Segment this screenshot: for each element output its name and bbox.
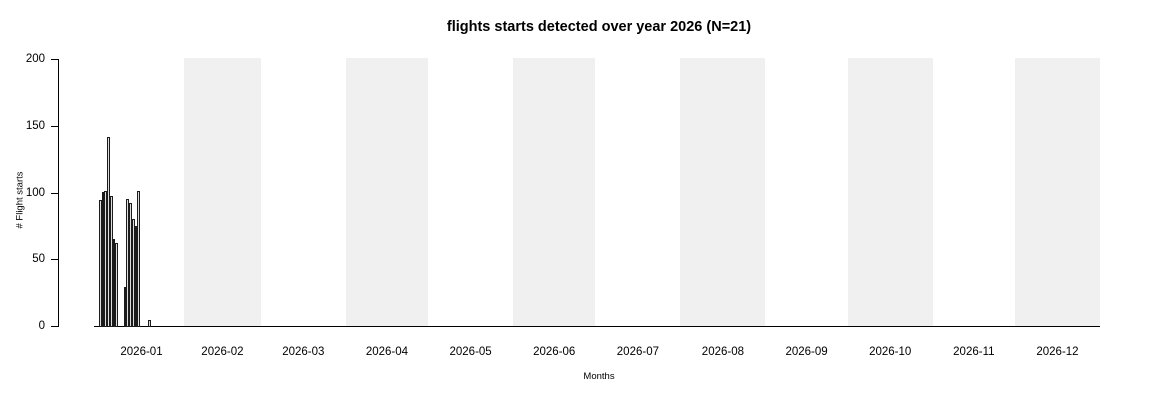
x-tick-label: 2026-11 xyxy=(953,346,995,358)
y-tick-label: 150 xyxy=(25,119,45,132)
y-tick-mark xyxy=(51,192,58,194)
histogram-bar xyxy=(109,196,113,327)
histogram-bar xyxy=(131,218,135,327)
month-band xyxy=(184,58,261,326)
x-tick-label: 2026-04 xyxy=(365,346,409,358)
y-tick-label: 100 xyxy=(25,186,45,199)
x-axis-line xyxy=(94,326,1100,327)
histogram-bar xyxy=(104,190,108,327)
y-tick-label: 0 xyxy=(38,320,45,332)
histogram-bar xyxy=(137,190,141,327)
y-tick-mark xyxy=(51,125,58,127)
month-band xyxy=(513,58,596,326)
histogram-bar xyxy=(115,242,119,327)
y-tick-label: 200 xyxy=(25,53,45,65)
x-tick-label: 2026-07 xyxy=(616,346,659,358)
month-band xyxy=(680,58,766,326)
x-tick-label: 2026-12 xyxy=(1036,346,1079,358)
histogram-bar xyxy=(107,137,110,327)
x-tick-label: 2026-06 xyxy=(533,346,576,358)
month-band xyxy=(1014,58,1100,326)
histogram-bar xyxy=(129,202,132,327)
x-tick-label: 2026-08 xyxy=(701,346,745,358)
x-tick-label: 2026-01 xyxy=(120,346,163,358)
histogram-bar xyxy=(101,192,105,327)
histogram-bar xyxy=(112,238,116,327)
x-tick-label: 2026-05 xyxy=(449,346,492,358)
month-band xyxy=(847,58,933,326)
histogram-bar xyxy=(148,320,152,327)
histogram-bar xyxy=(134,225,138,327)
y-tick-mark xyxy=(51,326,58,327)
histogram-bar xyxy=(123,286,127,327)
x-tick-label: 2026-09 xyxy=(785,346,828,358)
y-axis-title: # Flight starts xyxy=(14,171,26,229)
x-tick-label: 2026-03 xyxy=(282,346,325,358)
chart-title: flights starts detected over year 2026 (… xyxy=(446,19,752,35)
histogram-bar xyxy=(99,200,102,327)
y-tick-mark xyxy=(51,59,58,60)
y-axis-line xyxy=(58,59,59,327)
x-tick-label: 2026-02 xyxy=(201,346,244,358)
histogram-bar xyxy=(126,198,130,327)
x-axis-title: Months xyxy=(583,371,615,382)
y-tick-label: 50 xyxy=(32,253,45,266)
x-tick-label: 2026-10 xyxy=(869,346,912,358)
y-tick-mark xyxy=(51,259,58,261)
month-band xyxy=(345,58,429,326)
